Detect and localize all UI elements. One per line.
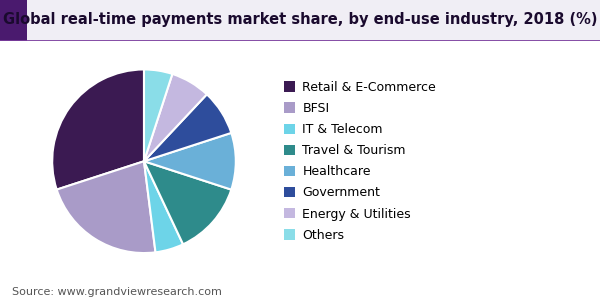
Wedge shape [144, 69, 172, 161]
Legend: Retail & E-Commerce, BFSI, IT & Telecom, Travel & Tourism, Healthcare, Governmen: Retail & E-Commerce, BFSI, IT & Telecom,… [278, 76, 441, 247]
Wedge shape [144, 161, 183, 252]
Wedge shape [144, 74, 207, 161]
Wedge shape [52, 69, 144, 190]
FancyBboxPatch shape [0, 0, 600, 40]
Wedge shape [144, 94, 232, 161]
Wedge shape [144, 161, 232, 244]
Wedge shape [56, 161, 155, 253]
Text: Source: www.grandviewresearch.com: Source: www.grandviewresearch.com [12, 287, 222, 297]
FancyBboxPatch shape [0, 0, 27, 40]
Wedge shape [144, 133, 236, 190]
Text: Global real-time payments market share, by end-use industry, 2018 (%): Global real-time payments market share, … [3, 12, 597, 27]
